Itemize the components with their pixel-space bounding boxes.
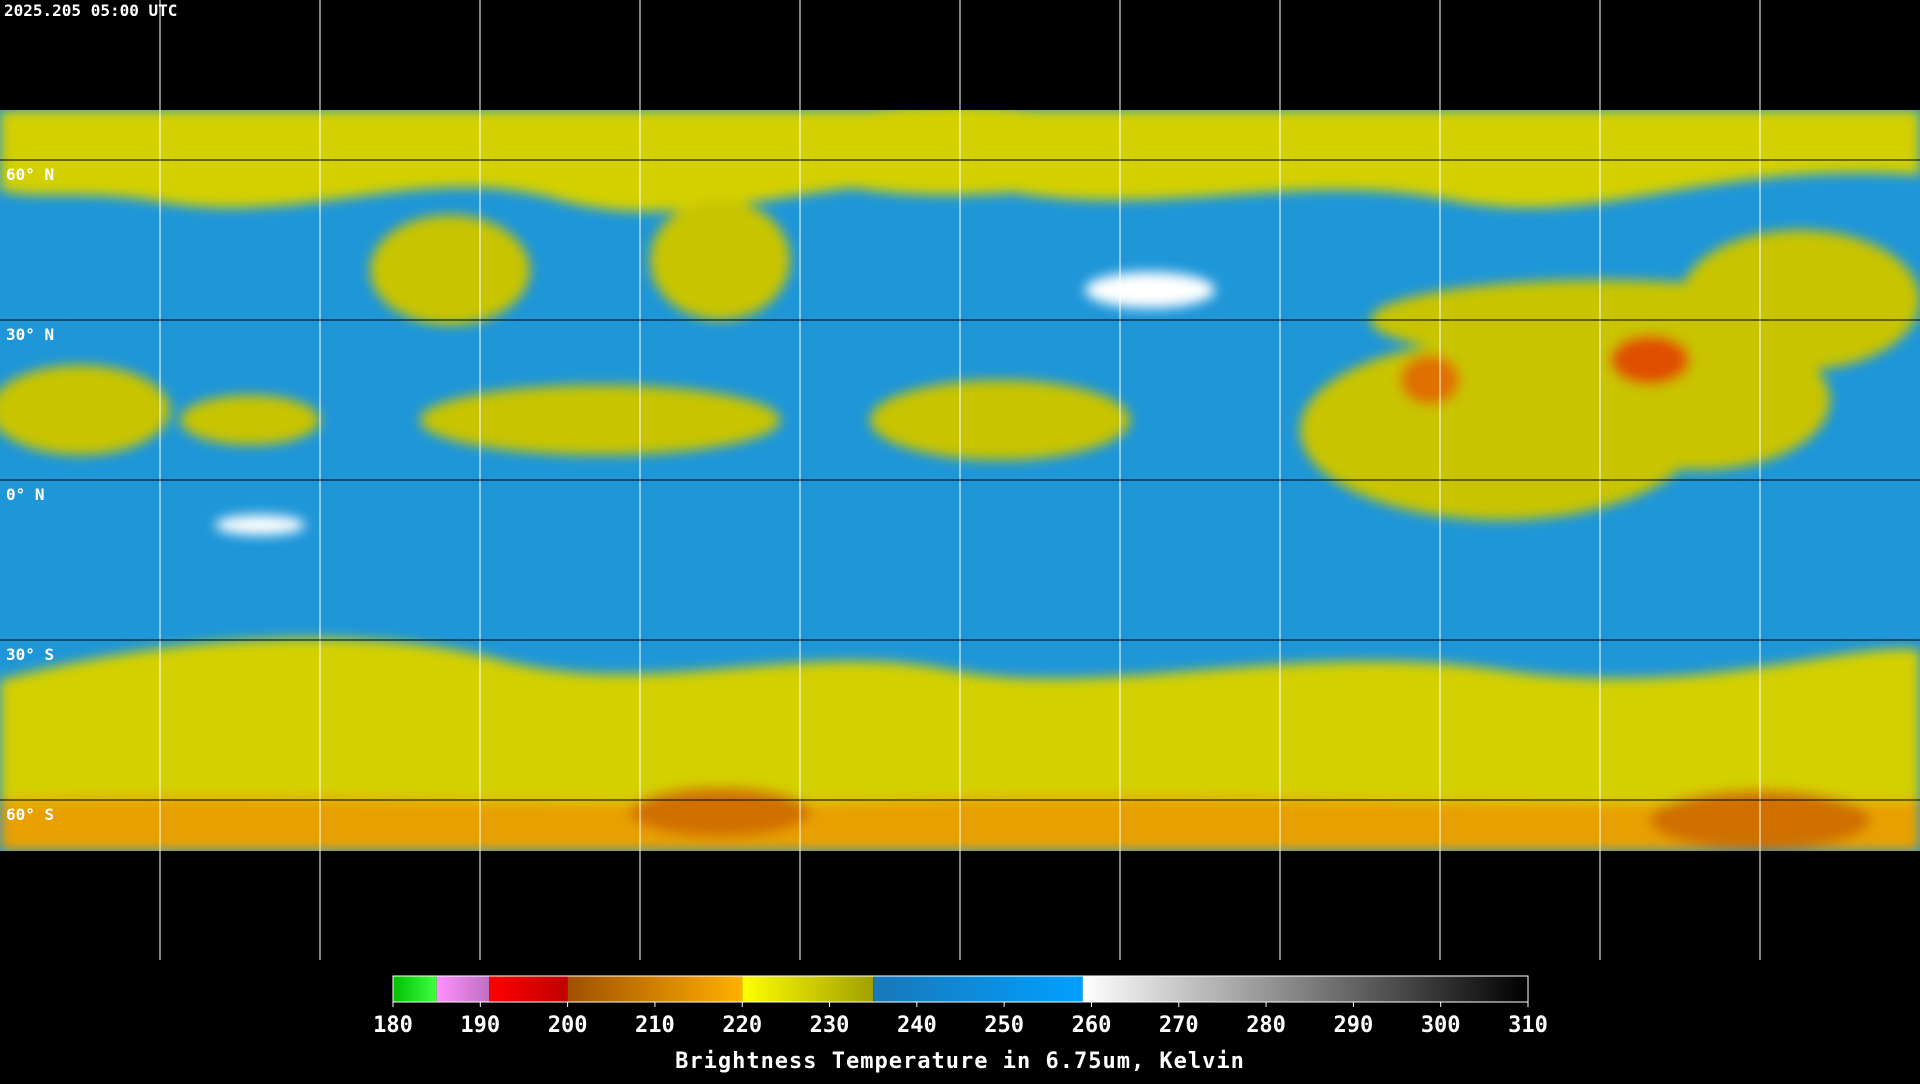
tick-label: 240 [897,1013,937,1038]
latitude-label: 30° S [6,645,54,664]
tick-label: 310 [1508,1013,1548,1038]
graticule [0,0,1920,960]
tick-label: 250 [984,1013,1024,1038]
latitude-label: 60° S [6,805,54,824]
tick-label: 300 [1421,1013,1461,1038]
tick-label: 190 [460,1013,500,1038]
latitude-label: 60° N [6,165,54,184]
colorbar-segment [393,976,437,1002]
colorbar-segment [489,976,568,1002]
colorbar: 180 190 200 210 220 230 240 250 260 270 280 290 300 3… [373,975,1548,1038]
latitude-label: 0° N [6,485,45,504]
tick-label: 280 [1246,1013,1286,1038]
colorbar-segment [873,976,1083,1002]
tick-label: 200 [548,1013,588,1038]
colorbar-segment [1082,976,1528,1002]
colorbar-segment [742,976,874,1002]
tick-label: 210 [635,1013,675,1038]
tick-label: 290 [1334,1013,1374,1038]
tick-label: 260 [1072,1013,1112,1038]
latitude-label: 30° N [6,325,54,344]
tick-label: 230 [810,1013,850,1038]
latitude-labels: 60° N 30° N 0° N 30° S 60° S [6,165,54,824]
colorbar-segment [436,976,490,1002]
tick-label: 270 [1159,1013,1199,1038]
colorbar-segment [567,976,743,1002]
colorbar-frame [392,975,1529,1003]
tick-label: 180 [373,1013,413,1038]
tick-label: 220 [722,1013,762,1038]
colorbar-title: Brightness Temperature in 6.75um, Kelvin [675,1049,1245,1074]
timestamp: 2025.205 05:00 UTC [4,1,177,20]
